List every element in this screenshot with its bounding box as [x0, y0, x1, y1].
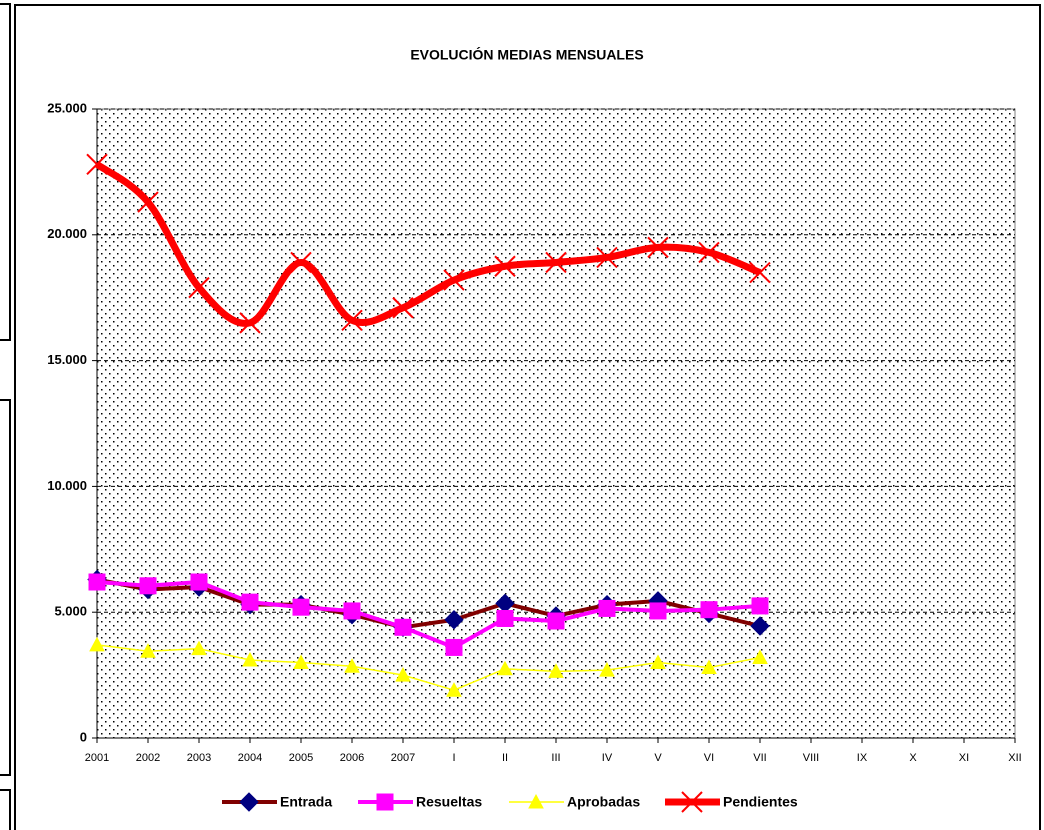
y-tick-label: 10.000	[47, 478, 87, 493]
y-tick-label: 25.000	[47, 100, 87, 115]
marker	[649, 602, 667, 620]
chart-title: EVOLUCIÓN MEDIAS MENSUALES	[410, 46, 643, 63]
marker	[88, 573, 106, 591]
x-tick-label: X	[909, 752, 917, 764]
marker	[191, 640, 207, 656]
marker	[681, 791, 703, 813]
marker	[751, 597, 769, 615]
marker	[700, 601, 718, 619]
marker	[494, 255, 516, 277]
x-tick-label: 2005	[289, 752, 313, 764]
marker	[598, 599, 616, 617]
y-tick-label: 15.000	[47, 352, 87, 367]
marker	[190, 573, 208, 591]
x-tick-label: III	[551, 752, 560, 764]
plot-area	[96, 108, 1016, 739]
marker	[242, 651, 258, 667]
marker	[392, 297, 414, 319]
x-tick-label: XII	[1008, 752, 1021, 764]
marker	[701, 659, 717, 675]
marker	[749, 261, 771, 284]
x-tick-label: V	[654, 752, 662, 764]
marker	[395, 667, 411, 682]
x-tick-label: 2002	[136, 752, 160, 764]
x-tick-label: XI	[959, 752, 969, 764]
marker	[89, 636, 105, 652]
x-tick-label: IV	[602, 752, 613, 764]
x-tick-label: 2004	[238, 752, 262, 764]
x-tick-label: 2007	[391, 752, 415, 764]
x-tick-label: 2006	[340, 752, 364, 764]
marker	[239, 312, 261, 334]
x-tick-label: I	[452, 752, 455, 764]
marker	[394, 618, 412, 636]
marker	[140, 643, 156, 658]
marker	[698, 241, 720, 264]
marker	[444, 610, 464, 630]
series-line	[96, 644, 761, 691]
marker	[650, 654, 666, 670]
marker	[596, 246, 618, 269]
legend-label: Pendientes	[723, 794, 798, 810]
marker	[344, 658, 360, 673]
marker	[341, 309, 363, 332]
marker	[647, 236, 669, 259]
marker	[547, 612, 565, 630]
legend-label: Aprobadas	[567, 794, 640, 810]
marker	[343, 602, 361, 620]
x-tick-label: IX	[857, 752, 868, 764]
neighbor-frames	[0, 3, 11, 830]
marker	[446, 682, 462, 697]
marker	[528, 793, 544, 809]
marker	[376, 793, 394, 811]
marker	[139, 577, 157, 595]
marker	[496, 609, 514, 627]
marker	[548, 663, 564, 678]
x-tick-label: 2001	[85, 752, 109, 764]
x-tick-label: VIII	[803, 752, 820, 764]
marker	[290, 251, 312, 274]
marker	[188, 276, 210, 299]
marker	[497, 660, 513, 676]
marker	[293, 654, 309, 670]
marker	[292, 598, 310, 616]
y-tick-label: 0	[80, 729, 87, 744]
marker	[599, 662, 615, 677]
marker	[445, 638, 463, 656]
marker	[443, 269, 465, 291]
marker	[86, 153, 108, 176]
legend-label: Resueltas	[416, 794, 482, 810]
y-tick-label: 5.000	[54, 604, 87, 619]
x-tick-label: VII	[753, 752, 766, 764]
legend-label: Entrada	[280, 794, 332, 810]
x-tick-label: II	[502, 752, 508, 764]
marker	[137, 191, 159, 213]
marker	[239, 792, 259, 812]
marker	[750, 616, 770, 636]
y-tick-label: 20.000	[47, 226, 87, 241]
x-tick-label: 2003	[187, 752, 211, 764]
x-tick-label: VI	[704, 752, 714, 764]
marker	[241, 593, 259, 611]
marker	[752, 649, 768, 664]
marker	[545, 251, 567, 274]
